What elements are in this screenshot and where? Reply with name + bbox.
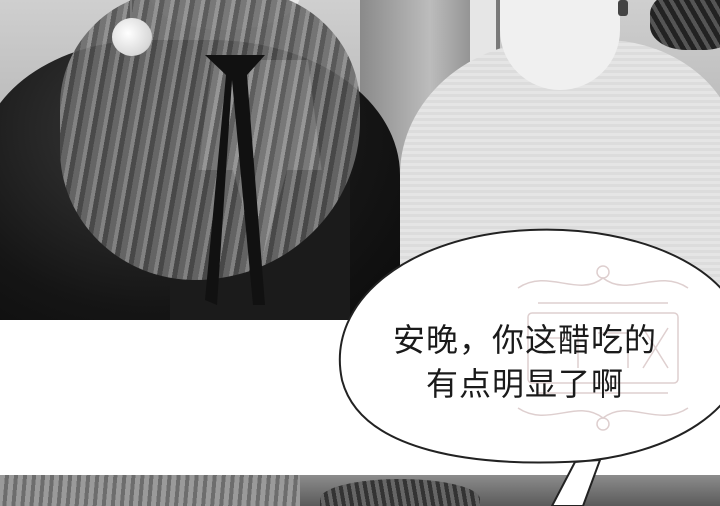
comic-panel-top — [0, 0, 720, 320]
bottom-hair-left — [0, 475, 300, 506]
right-girl-hair — [650, 0, 720, 50]
bottom-hair-center — [320, 479, 480, 506]
right-girl-earring-icon — [618, 0, 628, 16]
comic-panel-bottom — [0, 475, 720, 506]
dialogue-text: 安晚，你这醋吃的 有点明显了啊 — [340, 318, 710, 406]
earring-cord — [130, 0, 132, 22]
left-girl-hair — [60, 0, 360, 280]
dialogue-line-1: 安晚，你这醋吃的 — [392, 321, 657, 359]
ornamental-watermark-icon — [517, 265, 689, 431]
speech-bubble-shape — [339, 228, 720, 506]
pompom-earring-icon — [112, 18, 152, 56]
dialogue-line-2: 有点明显了啊 — [425, 365, 624, 403]
